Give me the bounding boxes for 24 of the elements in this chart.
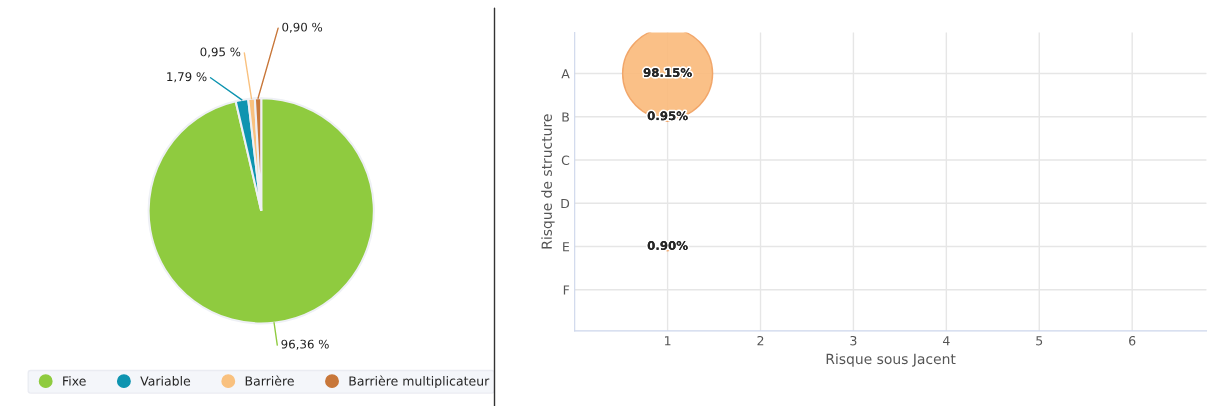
data-label: 0,90 % [282, 22, 323, 33]
x-tick-label: 6 [1129, 335, 1136, 346]
legend-label: Barrière [245, 375, 294, 386]
y-tick-label: F [563, 285, 570, 295]
legend-label: Barrière multiplicateur [349, 375, 490, 389]
x-tick-label: 2 [757, 335, 764, 346]
annotation: 0.95% [647, 111, 688, 121]
x-tick-label: 5 [1036, 336, 1043, 346]
y-tick-label: E [563, 242, 570, 252]
x-tick-label: 1 [665, 336, 671, 346]
annotation: 98.15% [643, 68, 692, 77]
x-tick-label: 4 [942, 336, 950, 346]
data-label: 96,36 % [281, 339, 329, 350]
legend-label: Fixe [63, 376, 86, 386]
y-tick-label: D [561, 198, 570, 209]
x-axis-title: Risque sous Jacent [826, 353, 956, 367]
y-tick-label: A [561, 69, 570, 79]
x-tick-label: 3 [850, 335, 857, 346]
y-tick-label: B [562, 112, 569, 122]
legend-label: Variable [140, 376, 191, 386]
y-axis-title: Risque de structure [541, 114, 555, 249]
data-label: 0,95 % [200, 47, 241, 58]
data-label: 1,79 % [167, 72, 207, 83]
y-tick-label: C [561, 155, 570, 165]
